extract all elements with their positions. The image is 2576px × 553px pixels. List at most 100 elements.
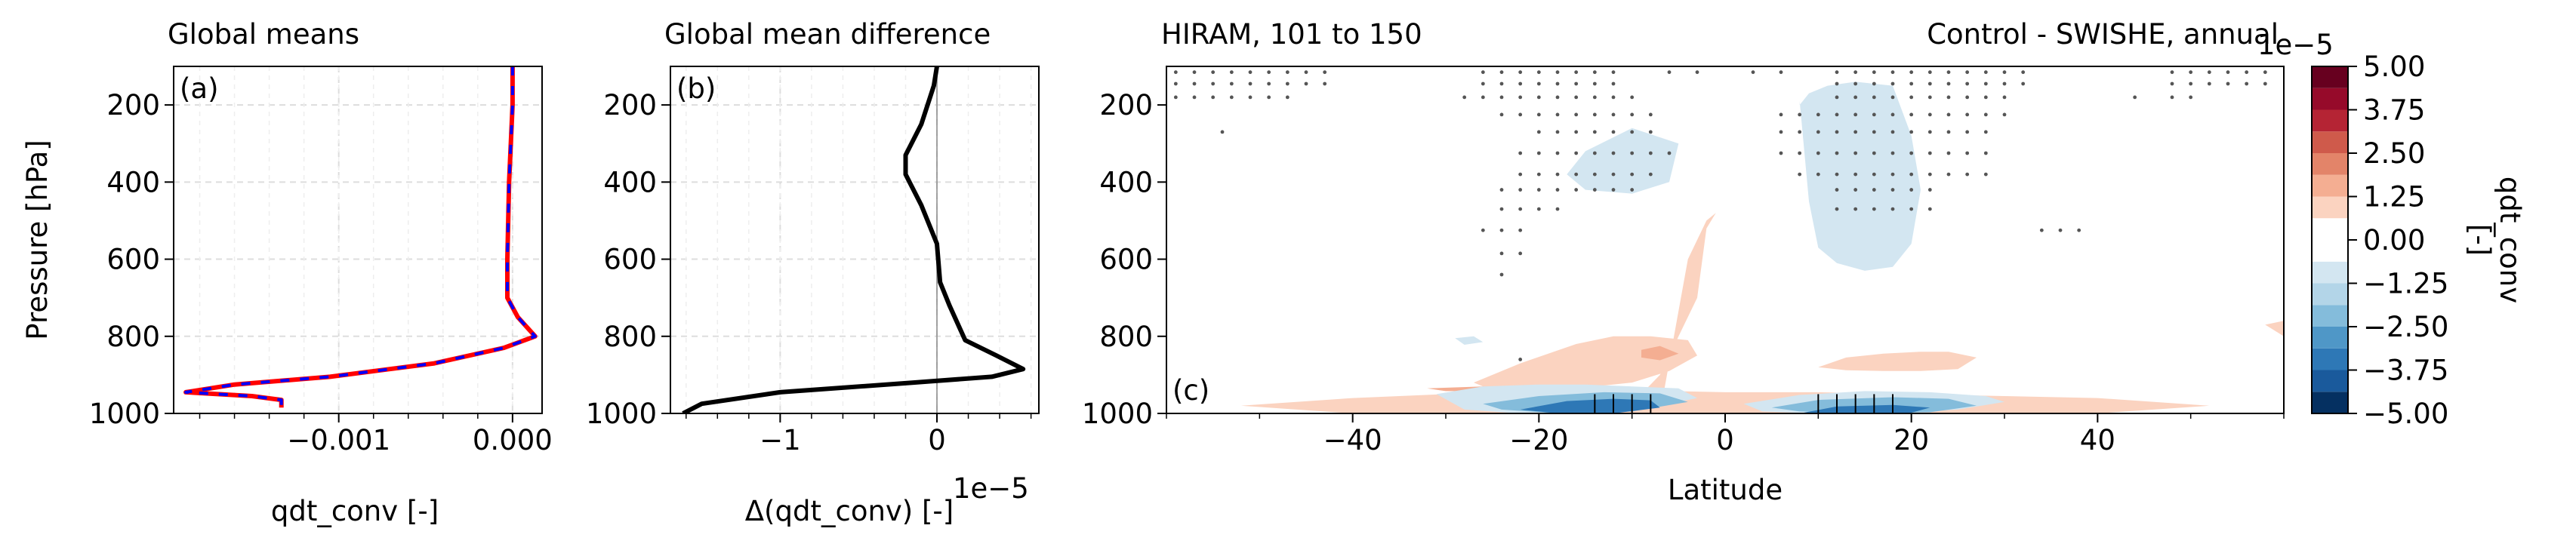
a-ytick-label: 200	[106, 89, 160, 121]
c-ytick-label: 600	[1099, 244, 1153, 276]
significance-dot	[1816, 151, 1820, 155]
colorbar-bands	[2312, 66, 2348, 413]
b-ytick-label: 600	[603, 244, 657, 276]
significance-dot	[2170, 81, 2174, 86]
panel-a-frame	[173, 66, 543, 414]
panel-a-global-means: Global means −0.001 0.000 200 400 600 800 1000…	[21, 18, 553, 527]
significance-dot	[1648, 172, 1653, 177]
significance-dot	[1890, 207, 1895, 211]
significance-dot	[1229, 70, 1234, 75]
significance-dot	[1816, 112, 1820, 117]
significance-dot	[1555, 207, 1560, 211]
significance-dot	[1909, 112, 1914, 117]
significance-dot	[1220, 130, 1225, 134]
significance-dot	[1853, 70, 1858, 75]
significance-dot	[1909, 81, 1914, 86]
significance-dot	[1248, 70, 1253, 75]
significance-dot	[1872, 207, 1876, 211]
significance-dot	[1648, 151, 1653, 155]
colorbar-tick-label: 5.00	[2363, 51, 2425, 83]
significance-dot	[1872, 188, 1876, 192]
significance-dot	[1192, 95, 1197, 100]
significance-dot	[1853, 172, 1858, 177]
significance-dot	[1909, 172, 1914, 177]
significance-dot	[1890, 130, 1895, 134]
significance-dot	[1555, 95, 1560, 100]
a-ytick-label: 400	[106, 166, 160, 198]
colorbar-band	[2312, 348, 2348, 370]
significance-dot	[1611, 81, 1616, 86]
panel-a-title: Global means	[168, 18, 359, 51]
significance-dot	[1872, 130, 1876, 134]
b-ytick-label: 800	[603, 321, 657, 353]
significance-dot	[1499, 272, 1504, 277]
significance-dot	[1816, 172, 1820, 177]
significance-dot	[1211, 70, 1216, 75]
significance-dot	[1518, 358, 1523, 361]
significance-dot	[1667, 70, 1672, 75]
c-ytick-label: 800	[1099, 321, 1153, 353]
significance-dot	[1630, 188, 1635, 192]
significance-dot	[1946, 70, 1951, 75]
significance-dot	[1667, 151, 1672, 155]
significance-dot	[1211, 95, 1216, 100]
significance-dot	[1835, 130, 1839, 134]
significance-dot	[1909, 188, 1914, 192]
significance-dot	[1323, 81, 1327, 86]
significance-dot	[1229, 81, 1234, 86]
significance-dot	[1518, 95, 1523, 100]
colorbar-band	[2312, 370, 2348, 392]
significance-dot	[1611, 188, 1616, 192]
a-xtick-label: 0.000	[473, 424, 553, 456]
colorbar-band	[2312, 174, 2348, 197]
significance-dot	[1499, 251, 1504, 256]
significance-dot	[1983, 151, 1988, 155]
b-xtick-label: −1	[760, 424, 801, 456]
significance-dot	[1536, 207, 1541, 211]
panel-b-label: (b)	[676, 72, 716, 105]
significance-dot	[1574, 81, 1579, 86]
significance-dot	[1835, 207, 1839, 211]
contour-region-5	[1641, 346, 1679, 361]
contour-region-3	[1818, 352, 1977, 371]
significance-dot	[1853, 112, 1858, 117]
colorbar-label-line: [-]	[2464, 224, 2496, 256]
significance-dot	[1285, 81, 1290, 86]
significance-dot	[1927, 70, 1932, 75]
significance-dot	[1648, 130, 1653, 134]
significance-dot	[2133, 95, 2137, 100]
panel-b-xlabel: Δ(qdt_conv) [-]	[745, 495, 954, 527]
significance-dot	[2245, 70, 2249, 75]
significance-dot	[1499, 188, 1504, 192]
significance-dot	[1192, 81, 1197, 86]
significance-dot	[1192, 70, 1197, 75]
significance-dot	[1835, 70, 1839, 75]
significance-dot	[1574, 151, 1579, 155]
contour-region-2	[1474, 336, 1697, 389]
colorbar-band	[2312, 196, 2348, 219]
significance-dot	[1872, 81, 1876, 86]
c-ytick-label: 200	[1099, 89, 1153, 121]
colorbar-band	[2312, 392, 2348, 413]
significance-dot	[1592, 112, 1597, 117]
significance-dot	[1648, 112, 1653, 117]
significance-dot	[1499, 95, 1504, 100]
significance-dot	[1853, 188, 1858, 192]
significance-dot	[1835, 172, 1839, 177]
panel-c-title-right: Control - SWISHE, annual	[1927, 18, 2279, 51]
significance-dot	[1574, 95, 1579, 100]
colorbar-tick-label: −1.25	[2363, 268, 2448, 300]
significance-dot	[1853, 207, 1858, 211]
colorbar-tick-label: −5.00	[2363, 398, 2448, 430]
significance-dot	[1946, 151, 1951, 155]
significance-dot	[1927, 207, 1932, 211]
significance-dot	[1965, 172, 1970, 177]
significance-dot	[1890, 172, 1895, 177]
significance-dot	[1630, 172, 1635, 177]
significance-dot	[1481, 70, 1485, 75]
significance-dot	[2002, 81, 2007, 86]
significance-dot	[1946, 172, 1951, 177]
panel-c-frame	[1166, 66, 2285, 414]
significance-dot	[1927, 130, 1932, 134]
significance-dot	[1909, 151, 1914, 155]
